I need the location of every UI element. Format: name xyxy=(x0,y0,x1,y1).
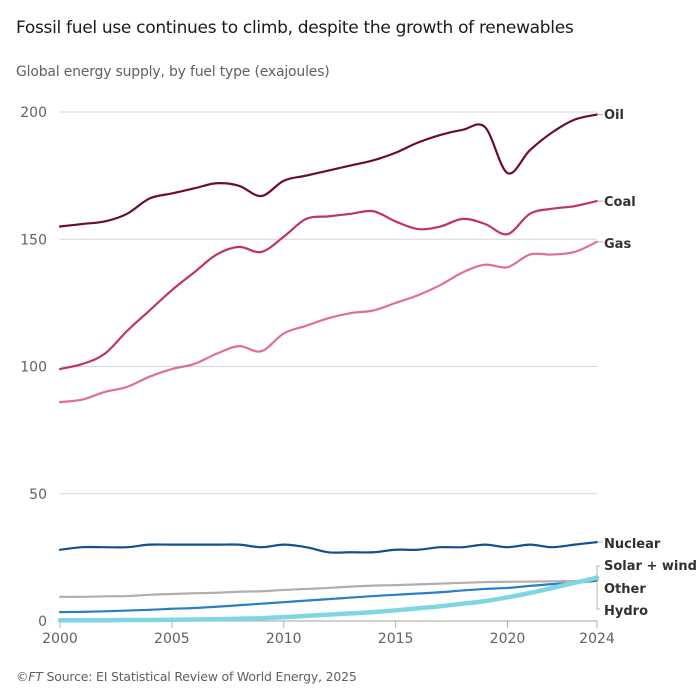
series-line-hydro xyxy=(58,579,599,614)
series-label-oil: Oil xyxy=(604,108,624,123)
series-labels: Oil Coal Gas Nuclear Other Hydro Solar + wind xyxy=(596,108,697,619)
y-tick-label: 200 xyxy=(20,105,47,121)
y-axis-tick-labels: 0 50 100 150 200 xyxy=(20,105,47,630)
x-tick-label: 2010 xyxy=(266,631,302,647)
series-label-other: Other xyxy=(604,582,646,597)
y-tick-label: 150 xyxy=(20,232,47,248)
series-label-hydro: Hydro xyxy=(604,604,648,619)
series-line-other xyxy=(58,579,599,598)
x-axis: 2000 2005 2010 2015 2020 2024 xyxy=(42,621,615,647)
series-lines xyxy=(57,113,600,623)
series-label-solar-wind: Solar + wind xyxy=(604,559,697,574)
x-tick-label: 2005 xyxy=(154,631,190,647)
copyright: ©FT xyxy=(16,669,43,684)
x-tick-label: 2000 xyxy=(42,631,78,647)
y-tick-label: 0 xyxy=(38,614,47,630)
chart-subtitle: Global energy supply, by fuel type (exaj… xyxy=(16,64,330,80)
series-label-gas: Gas xyxy=(604,237,631,252)
x-tick-label: 2015 xyxy=(378,631,414,647)
chart-title: Fossil fuel use continues to climb, desp… xyxy=(16,18,574,38)
series-line-solar-wind xyxy=(57,575,600,623)
series-line-nuclear xyxy=(58,541,599,554)
series-label-coal: Coal xyxy=(604,195,636,210)
source-text: Source: EI Statistical Review of World E… xyxy=(46,669,357,684)
series-line-oil xyxy=(58,113,599,228)
source-note: ©FT Source: EI Statistical Review of Wor… xyxy=(16,669,357,684)
label-bracket xyxy=(596,565,600,610)
x-tick-label: 2020 xyxy=(490,631,526,647)
y-tick-label: 100 xyxy=(20,360,47,376)
y-tick-label: 50 xyxy=(29,487,47,503)
series-line-coal xyxy=(58,199,599,371)
series-label-nuclear: Nuclear xyxy=(604,537,661,552)
series-line-gas xyxy=(58,240,599,404)
x-tick-label: 2024 xyxy=(579,631,615,647)
